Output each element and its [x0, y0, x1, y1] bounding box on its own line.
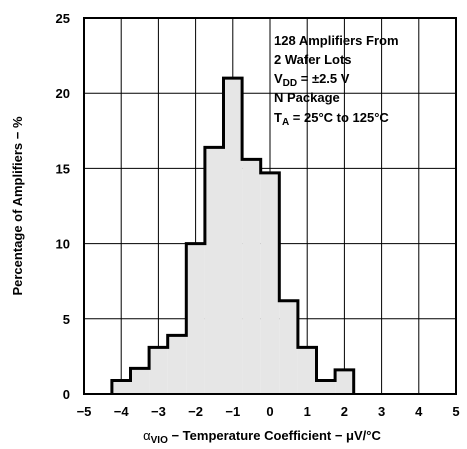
annotation-line-1: 128 Amplifiers From — [274, 33, 399, 48]
y-tick-label-2: 10 — [56, 237, 70, 252]
histogram-bar-7 — [242, 159, 261, 394]
x-tick-label-3: −2 — [188, 404, 203, 419]
x-axis-label-subscript: VIO — [151, 435, 168, 446]
x-tick-label-2: −3 — [151, 404, 166, 419]
y-axis-label: Percentage of Amplifiers − % — [10, 116, 25, 295]
annotation-line-3-subscript: DD — [283, 78, 297, 89]
histogram-bar-6 — [223, 78, 243, 394]
histogram-bar-1 — [130, 368, 150, 394]
x-axis-label-symbol: α — [143, 428, 151, 443]
x-tick-label-0: −5 — [77, 404, 92, 419]
annotation-line-3-main: V — [274, 71, 283, 86]
x-axis-label-rest: − Temperature Coefficient − μV/°C — [168, 428, 382, 443]
x-tick-label-1: −4 — [114, 404, 130, 419]
y-tick-labels: 0 5 10 15 20 25 — [56, 11, 70, 402]
x-tick-label-9: 4 — [415, 404, 423, 419]
x-tick-label-6: 1 — [304, 404, 311, 419]
x-axis-label: αVIO − Temperature Coefficient − μV/°C — [143, 428, 381, 446]
annotation-line-5: TA = 25°C to 125°C — [274, 110, 389, 128]
conditions-annotation: 128 Amplifiers From 2 Wafer Lots VDD = ±… — [274, 33, 399, 128]
histogram-bars — [111, 78, 354, 394]
plot-frame — [83, 17, 457, 395]
histogram-bar-2 — [149, 347, 168, 394]
histogram-bar-10 — [297, 347, 317, 394]
x-tick-labels: −5 −4 −3 −2 −1 0 1 2 3 4 5 — [77, 404, 460, 419]
y-tick-label-1: 5 — [63, 312, 70, 327]
annotation-line-2: 2 Wafer Lots — [274, 52, 352, 67]
y-tick-label-0: 0 — [63, 387, 70, 402]
histogram-bar-11 — [316, 380, 336, 394]
annotation-line-5-rest: = 25°C to 125°C — [289, 110, 389, 125]
histogram-outline — [110, 76, 356, 394]
histogram-bar-5 — [204, 147, 224, 394]
x-tick-label-4: −1 — [225, 404, 240, 419]
histogram-bar-3 — [167, 335, 187, 394]
annotation-line-5-subscript: A — [282, 117, 289, 128]
y-tick-label-5: 25 — [56, 11, 70, 26]
annotation-line-3: VDD = ±2.5 V — [274, 71, 350, 89]
histogram-bar-12 — [335, 369, 354, 394]
histogram-bar-0 — [111, 380, 131, 394]
histogram-bar-9 — [279, 300, 298, 394]
histogram-bar-4 — [186, 243, 205, 394]
histogram-bar-8 — [260, 172, 280, 394]
x-tick-label-5: 0 — [266, 404, 273, 419]
annotation-line-5-main: T — [274, 110, 282, 125]
x-tick-label-7: 2 — [341, 404, 348, 419]
x-tick-label-10: 5 — [452, 404, 459, 419]
annotation-line-4: N Package — [274, 90, 340, 105]
y-tick-label-3: 15 — [56, 161, 70, 176]
annotation-line-3-rest: = ±2.5 V — [297, 71, 350, 86]
y-tick-label-4: 20 — [56, 86, 70, 101]
x-tick-label-8: 3 — [378, 404, 385, 419]
